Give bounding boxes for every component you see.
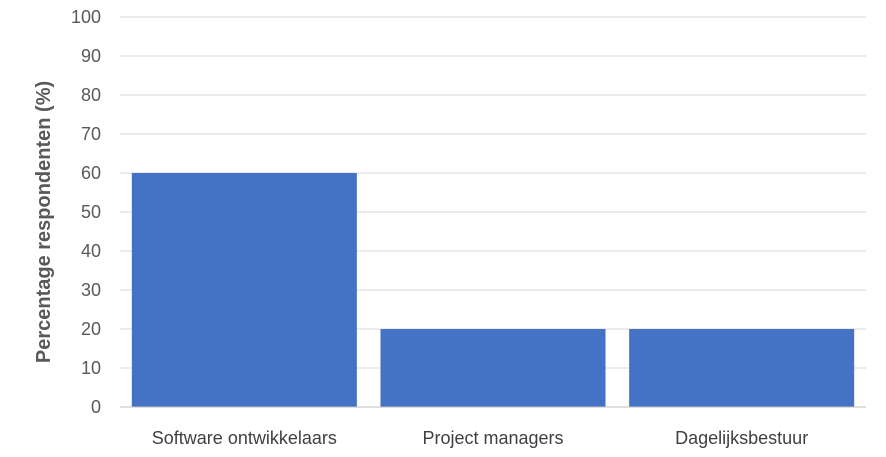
- y-tick-label: 40: [81, 241, 101, 261]
- y-tick-label: 90: [81, 46, 101, 66]
- bar: [131, 173, 357, 407]
- y-tick-label: 100: [71, 7, 101, 27]
- y-tick-label: 70: [81, 124, 101, 144]
- y-tick-label: 30: [81, 280, 101, 300]
- y-tick-label: 80: [81, 85, 101, 105]
- y-tick-label: 20: [81, 319, 101, 339]
- bar: [629, 329, 855, 407]
- y-tick-label: 10: [81, 358, 101, 378]
- x-category-label: Software ontwikkelaars: [152, 428, 337, 448]
- y-axis-title: Percentage respondenten (%): [33, 81, 55, 363]
- y-tick-labels: 0 10 20 30 40 50 60 70 80 90 100: [71, 7, 101, 417]
- x-category-label: Dagelijksbestuur: [675, 428, 808, 448]
- y-tick-label: 0: [91, 397, 101, 417]
- bars: [131, 173, 855, 407]
- y-tick-label: 60: [81, 163, 101, 183]
- bar: [380, 329, 606, 407]
- y-tick-label: 50: [81, 202, 101, 222]
- x-category-labels: Software ontwikkelaars Project managers Da…: [152, 428, 808, 448]
- x-category-label: Project managers: [422, 428, 563, 448]
